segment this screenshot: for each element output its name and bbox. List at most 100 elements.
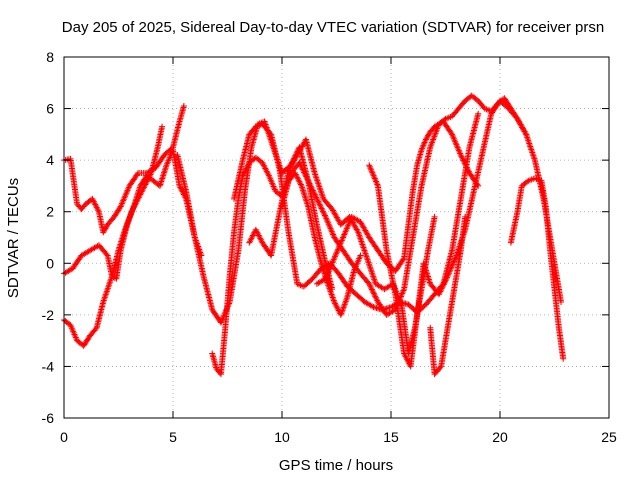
data-point — [421, 139, 428, 146]
data-point — [322, 213, 329, 220]
data-point — [125, 185, 132, 192]
data-point — [442, 277, 449, 284]
data-point — [422, 136, 429, 143]
data-point — [159, 123, 166, 130]
data-point — [441, 280, 448, 287]
data-point — [439, 284, 446, 291]
data-point — [450, 258, 457, 265]
data-point — [425, 132, 432, 139]
data-point — [368, 168, 375, 175]
plot-frame — [63, 56, 610, 419]
data-point — [335, 244, 342, 251]
data-points — [61, 92, 567, 378]
data-point — [367, 283, 374, 290]
data-point — [457, 150, 464, 157]
data-point — [400, 287, 407, 294]
data-point — [329, 230, 336, 237]
data-point — [324, 271, 331, 278]
data-point — [370, 172, 377, 179]
data-point — [419, 143, 426, 150]
data-point — [306, 180, 313, 187]
data-point — [342, 228, 349, 235]
x-axis-label: GPS time / hours — [279, 457, 393, 474]
data-point — [311, 191, 318, 198]
data-point — [338, 238, 345, 245]
data-point — [403, 354, 410, 361]
data-point — [343, 225, 350, 232]
data-point — [95, 207, 102, 214]
data-point — [445, 271, 452, 278]
data-point — [354, 227, 361, 234]
data-point — [334, 304, 341, 311]
y-tick-label: 6 — [46, 101, 54, 117]
data-series — [507, 175, 567, 362]
data-point — [327, 263, 334, 270]
data-point — [368, 286, 375, 293]
data-point — [449, 261, 456, 268]
data-point — [301, 170, 308, 177]
data-point — [346, 219, 353, 226]
data-point — [333, 303, 340, 310]
axis-ticks: 0 5 10 15 20 25 -6 -4 -2 0 2 4 6 8 — [42, 49, 617, 445]
data-point — [435, 291, 442, 298]
data-point — [179, 188, 186, 195]
data-point — [301, 169, 308, 176]
x-tick-label: 15 — [383, 429, 399, 445]
data-point — [332, 301, 339, 308]
data-point — [117, 203, 124, 210]
data-point — [297, 180, 304, 187]
data-point — [180, 102, 187, 109]
data-point — [368, 166, 375, 173]
data-point — [307, 181, 314, 188]
data-point — [463, 164, 470, 171]
data-point — [403, 356, 410, 363]
data-point — [328, 262, 335, 269]
data-point — [460, 157, 467, 164]
data-point — [419, 145, 426, 152]
data-point — [316, 201, 323, 208]
data-point — [246, 239, 253, 246]
data-point — [343, 227, 350, 234]
data-point — [449, 132, 456, 139]
data-point — [454, 143, 461, 150]
x-tick-label: 20 — [492, 429, 508, 445]
data-point — [325, 219, 332, 226]
data-point — [244, 164, 251, 171]
data-point — [121, 194, 128, 201]
data-point — [328, 228, 335, 235]
data-point — [92, 202, 99, 209]
data-point — [372, 294, 379, 301]
data-point — [448, 264, 455, 271]
data-point — [371, 174, 378, 181]
data-point — [461, 158, 468, 165]
data-point — [307, 183, 314, 190]
data-point — [402, 353, 409, 360]
data-point — [341, 230, 348, 237]
data-point — [323, 215, 330, 222]
data-point — [116, 204, 123, 211]
data-point — [100, 229, 107, 236]
data-point — [398, 291, 405, 298]
data-point — [263, 166, 270, 173]
data-point — [297, 181, 304, 188]
data-point — [418, 146, 425, 153]
data-point — [300, 168, 307, 175]
data-point — [313, 195, 320, 202]
data-point — [449, 131, 456, 138]
data-point — [317, 202, 324, 209]
data-point — [333, 250, 340, 257]
data-point — [310, 188, 317, 195]
data-point — [315, 198, 322, 205]
data-point — [92, 326, 99, 333]
data-point — [257, 236, 264, 243]
data-point — [455, 146, 462, 153]
data-point — [255, 231, 262, 238]
data-point — [399, 289, 406, 296]
data-point — [330, 256, 337, 263]
data-point — [458, 153, 465, 160]
data-point — [294, 175, 301, 182]
data-point — [90, 198, 97, 205]
data-point — [437, 288, 444, 295]
data-point — [295, 177, 302, 184]
